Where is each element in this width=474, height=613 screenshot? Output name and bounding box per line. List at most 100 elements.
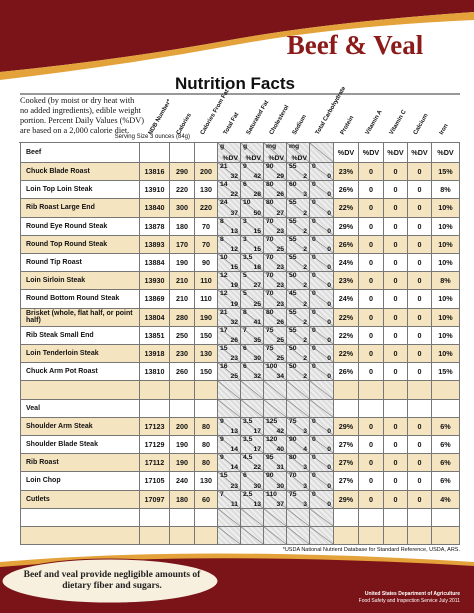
cell (334, 399, 359, 418)
cell: g %DV (218, 143, 241, 163)
cell: 0 (359, 472, 384, 491)
cell: 0 (408, 345, 432, 364)
value: 50 (289, 363, 297, 371)
value: 10% (438, 203, 453, 213)
percent: 0 (327, 245, 331, 253)
value: 23% (338, 276, 354, 286)
cell: 55 2 (287, 235, 310, 254)
cell: 180 (170, 490, 195, 509)
unit: %DV (437, 148, 454, 157)
cell (170, 508, 195, 527)
food-name: Chuck Arm Pot Roast (26, 368, 98, 376)
percent: 23 (276, 282, 284, 290)
cell: 24% (334, 290, 359, 309)
cell: 0 (408, 163, 432, 182)
cell (170, 527, 195, 546)
percent: 25 (253, 300, 261, 308)
cell: 70 23 (264, 254, 287, 273)
cell: 22% (334, 199, 359, 218)
cell: 60 (195, 490, 218, 509)
value: 13816 (144, 167, 165, 177)
cell: 55 2 (287, 163, 310, 182)
value: 3.5 (243, 254, 253, 261)
note: Beef and veal provide negligible amounts… (23, 570, 201, 591)
cell (432, 381, 460, 400)
cell: Brisket (whole, flat half, or point half… (20, 308, 140, 327)
cell: 230 (170, 345, 195, 364)
value: 80 (202, 440, 210, 450)
cell: 10% (432, 326, 460, 345)
value: 70 (289, 472, 297, 480)
cell: 6 30 (241, 472, 264, 491)
value: 0 (369, 349, 373, 359)
value: 13910 (144, 185, 165, 195)
percent: 0 (327, 318, 331, 326)
cell: 210 (170, 290, 195, 309)
value: 4% (440, 494, 451, 504)
footer: United States Department of Agriculture F… (300, 591, 460, 604)
cell: 55 2 (287, 217, 310, 236)
cell: %DV (334, 143, 359, 163)
value: 290 (176, 167, 188, 177)
percent: 0 (327, 500, 331, 508)
percent: 26 (276, 191, 284, 199)
value: 3.5 (243, 417, 253, 425)
cell: 90 (195, 254, 218, 273)
cell: 26% (334, 363, 359, 382)
value: 8 (220, 235, 224, 243)
cell (264, 381, 287, 400)
cell: Rib Roast Large End (20, 199, 140, 218)
percent: 32 (230, 318, 238, 326)
cell: mg %DV (287, 143, 310, 163)
value: 10% (438, 294, 453, 304)
cell: 13851 (140, 326, 170, 345)
value: 2.5 (243, 490, 253, 498)
value: 80 (266, 199, 274, 207)
cell (241, 399, 264, 418)
value: 12 (220, 290, 228, 298)
percent: 25 (276, 245, 284, 253)
value: 0 (312, 490, 316, 498)
cell: 90 29 (264, 163, 287, 182)
value: 17 (220, 326, 228, 334)
percent: 23 (230, 355, 238, 363)
value: 17129 (144, 440, 165, 450)
cell: 10 15 (218, 254, 241, 273)
cell: Round Eye Round Steak (20, 217, 140, 236)
cell: 10% (432, 345, 460, 364)
value: 0 (369, 312, 373, 322)
value: 10 (220, 254, 228, 261)
cell (218, 381, 241, 400)
value: 0 (369, 203, 373, 213)
percent: 2 (303, 318, 307, 326)
value: 0 (417, 239, 422, 249)
cell: 21 32 (218, 163, 241, 182)
cell: Round Bottom Round Steak (20, 290, 140, 309)
cell: 0 (384, 272, 408, 291)
value: 27% (338, 440, 354, 450)
cell: 0 (359, 254, 384, 273)
cell: Loin Top Loin Steak (20, 181, 140, 200)
cell (359, 508, 384, 527)
cell: 10 50 (241, 199, 264, 218)
value: 6% (440, 476, 451, 486)
cell: 17 26 (218, 326, 241, 345)
table-frame (19, 142, 460, 143)
cell: 0 (359, 326, 384, 345)
cell (195, 527, 218, 546)
value: 300 (176, 203, 188, 213)
unit: %DV (387, 148, 404, 157)
value: 100 (266, 363, 278, 371)
cell: 0 (359, 290, 384, 309)
cell: g %DV (241, 143, 264, 163)
percent: 0 (327, 464, 331, 472)
value: 0 (417, 494, 422, 504)
unit: %DV (337, 148, 355, 157)
percent: 15 (253, 227, 261, 235)
value: 0 (417, 203, 422, 213)
cell: 190 (170, 254, 195, 273)
value: 0 (417, 330, 422, 340)
